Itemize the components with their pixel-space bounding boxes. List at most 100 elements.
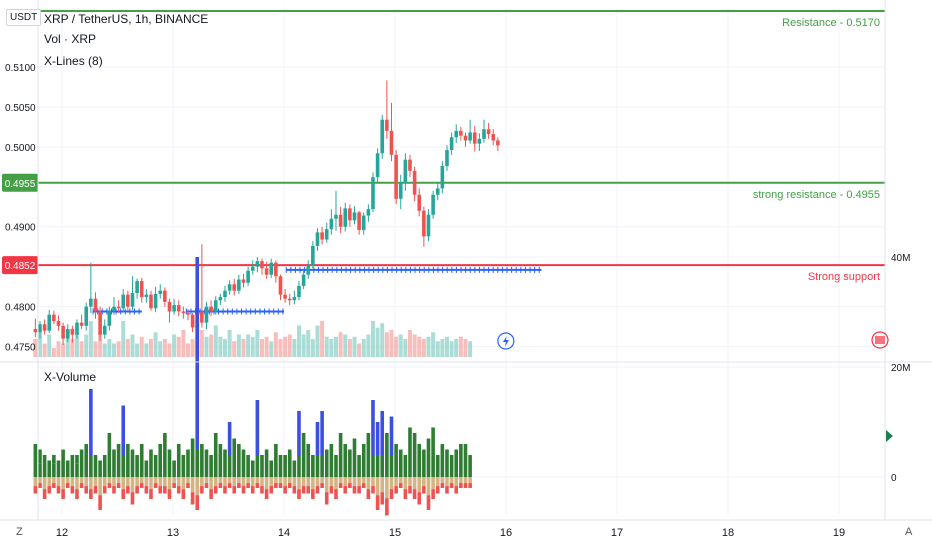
volume-down-tan-bar <box>70 477 75 487</box>
volume-base-bar <box>311 466 315 477</box>
overlay-volume-bar <box>111 343 116 357</box>
volume-down-tan-bar <box>264 477 269 490</box>
volume-up-bar <box>232 438 237 461</box>
volume-base-bar <box>297 455 301 477</box>
overlay-volume-bar <box>449 341 454 357</box>
overlay-volume-bar <box>343 334 348 357</box>
volume-up-bar <box>454 449 459 461</box>
volume-base-bar <box>274 460 278 477</box>
overlay-volume-bar <box>79 341 84 357</box>
volume-up-bar <box>93 455 98 461</box>
volume-down-tan-bar <box>190 477 195 493</box>
overlay-volume-bar <box>209 334 214 357</box>
candle-body <box>324 229 329 240</box>
volume-down-tan-bar <box>371 477 375 487</box>
volume-base-bar <box>172 466 176 477</box>
overlay-volume-bar <box>218 336 223 357</box>
volume-base-bar <box>107 460 112 477</box>
volume-up-bar <box>70 455 75 466</box>
volume-up-bar <box>264 449 269 461</box>
volume-down-bar <box>163 486 167 494</box>
candle-body <box>126 294 130 307</box>
volume-base-bar <box>209 466 213 477</box>
candle-body <box>380 119 385 154</box>
volume-base-bar <box>292 466 297 477</box>
volume-base-bar <box>389 455 394 477</box>
volume-down-tan-bar <box>126 477 130 487</box>
overlay-volume-bar <box>241 339 246 357</box>
volume-down-tan-bar <box>172 477 176 484</box>
volume-up-bar <box>181 455 186 466</box>
volume-down-bar <box>75 489 79 499</box>
volume-base-bar <box>195 449 200 477</box>
candle-body <box>482 129 486 139</box>
candle-body <box>42 324 47 331</box>
candle-body <box>431 194 435 215</box>
volume-down-bar <box>246 483 250 488</box>
volume-up-bar <box>218 444 223 461</box>
volume-base-bar <box>102 466 107 477</box>
volume-down-bar <box>241 486 246 494</box>
volume-down-bar <box>301 486 306 494</box>
volume-down-tan-bar <box>195 477 200 496</box>
candle-body <box>491 134 496 141</box>
volume-down-bar <box>398 483 403 488</box>
volume-down-bar <box>227 483 232 488</box>
volume-down-bar <box>70 486 75 494</box>
volume-down-bar <box>287 483 292 488</box>
volume-base-bar <box>426 460 431 477</box>
volume-base-bar <box>204 466 209 477</box>
volume-up-bar <box>98 460 102 466</box>
candle-body <box>190 314 195 328</box>
volume-down-bar <box>426 495 431 510</box>
level-label: strong resistance - 0.4955 <box>753 189 880 201</box>
volume-up-bar <box>394 444 398 461</box>
time-tick-label: 12 <box>56 527 68 539</box>
volume-down-tan-bar <box>176 477 181 487</box>
volume-down-tan-bar <box>422 477 426 487</box>
volume-down-tan-bar <box>130 477 135 493</box>
volume-up-bar <box>408 427 412 461</box>
overlay-volume-bar <box>468 341 473 357</box>
volume-up-bar <box>204 449 209 466</box>
volume-up-bar <box>269 460 274 466</box>
volume-up-bar <box>398 449 403 461</box>
candle-body <box>56 321 61 326</box>
volume-down-bar <box>297 489 301 499</box>
current-volume-marker <box>886 430 893 442</box>
candle-body <box>93 298 98 312</box>
overlay-volume-bar <box>167 343 172 357</box>
candle-body <box>102 325 107 335</box>
volume-down-bar <box>329 486 334 494</box>
volume-down-tan-bar <box>52 477 56 484</box>
overlay-volume-bar <box>370 321 375 357</box>
price-tick-label: 0.5050 <box>5 103 36 114</box>
candle-body <box>47 314 52 331</box>
volume-down-tan-bar <box>426 477 431 496</box>
zoom-button[interactable]: Z <box>16 526 23 538</box>
auto-scale-button[interactable]: A <box>905 526 913 538</box>
volume-down-bar <box>315 486 320 494</box>
volume-base-bar <box>283 466 287 477</box>
volume-up-bar <box>306 444 311 461</box>
candle-body <box>357 212 361 230</box>
volume-down-tan-bar <box>445 477 449 487</box>
volume-up-bar <box>329 444 334 461</box>
volume-base-bar <box>153 466 158 477</box>
volume-base-bar <box>394 460 398 477</box>
volume-up-bar <box>121 405 126 455</box>
overlay-volume-bar <box>366 334 371 357</box>
overlay-volume-bar <box>158 341 163 357</box>
volume-base-bar <box>403 466 408 477</box>
candle-body <box>417 194 422 211</box>
legend-vol[interactable]: Vol · XRP <box>44 32 97 46</box>
volume-down-tan-bar <box>417 477 422 493</box>
overlay-volume-bar <box>102 343 107 357</box>
candles[interactable] <box>33 80 500 346</box>
legend-xlines[interactable]: X-Lines (8) <box>44 54 103 68</box>
volume-down-tan-bar <box>352 477 357 487</box>
volume-base-bar <box>139 460 144 477</box>
candle-body <box>389 130 394 155</box>
overlay-volume-bar <box>236 334 241 357</box>
